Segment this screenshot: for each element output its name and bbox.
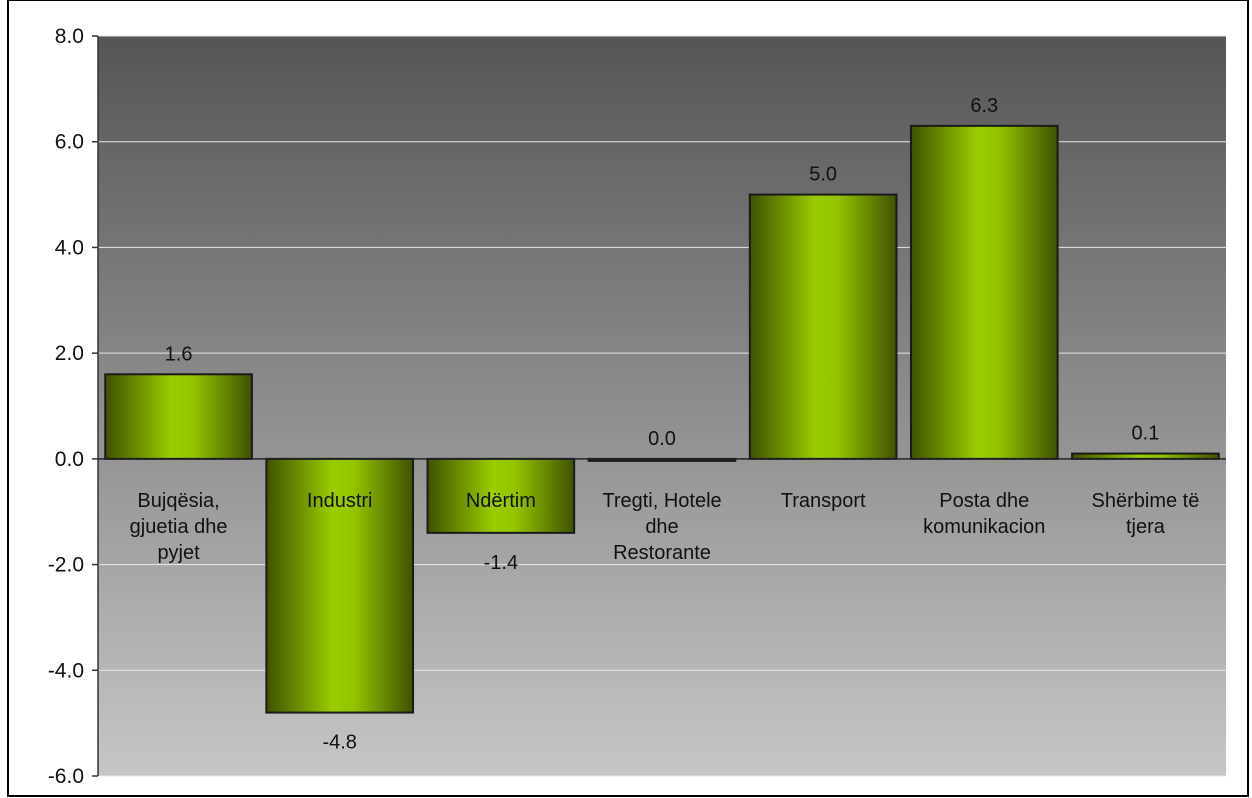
data-label: -4.8 (322, 732, 356, 754)
y-tick-label: 6.0 (55, 131, 84, 154)
data-label: 5.0 (809, 164, 837, 186)
category-label-line: Shërbime të (1092, 490, 1200, 512)
category-label-line: dhe (645, 516, 678, 538)
data-labels: 1.6 -4.8 -1.4 0.0 5.0 6.3 0.1 (165, 95, 1160, 754)
data-label: 1.6 (165, 343, 193, 365)
category-label: Transport (781, 490, 866, 512)
page-border (7, 0, 1249, 797)
y-tick-label: 8.0 (55, 25, 84, 48)
category-label-line: gjuetia dhe (130, 516, 228, 538)
category-label: Bujqësia, gjuetia dhe pyjet (130, 490, 228, 564)
bar (1071, 452, 1220, 460)
y-tick-label: 4.0 (55, 236, 84, 259)
category-label-line: Bujqësia, (137, 490, 219, 512)
category-label: Shërbime të tjera (1092, 490, 1200, 538)
category-label-line: Ndërtim (466, 490, 536, 512)
bar (104, 373, 253, 460)
bar (909, 124, 1059, 460)
y-tick-label: 2.0 (55, 342, 84, 365)
y-tick-label: 0.0 (55, 448, 84, 471)
category-label-line: tjera (1126, 516, 1166, 538)
category-label: Tregti, Hotele dhe Restorante (602, 490, 721, 564)
data-label: 0.0 (648, 428, 676, 450)
category-label-line: Posta dhe (939, 490, 1029, 512)
data-label: -1.4 (484, 552, 518, 574)
data-label: 0.1 (1132, 423, 1160, 445)
category-label: Industri (307, 490, 373, 512)
bars (98, 124, 1226, 714)
category-labels: Bujqësia, gjuetia dhe pyjet Industri Ndërtim… (130, 490, 1200, 564)
bar (265, 457, 415, 714)
bar (748, 193, 898, 460)
category-label-line: Restorante (613, 542, 711, 564)
y-tick-label: -2.0 (48, 554, 84, 577)
category-label-line: Industri (307, 490, 373, 512)
category-label-line: komunikacion (923, 516, 1045, 538)
category-label: Posta dhe komunikacion (923, 490, 1045, 538)
category-label-line: Tregti, Hotele (602, 490, 721, 512)
category-label-line: Transport (781, 490, 866, 512)
data-label: 6.3 (970, 95, 998, 117)
y-tick-label: -6.0 (48, 765, 84, 788)
y-tick-label: -4.0 (48, 659, 84, 682)
category-label-line: pyjet (157, 542, 200, 564)
y-axis-ticks: 8.0 6.0 4.0 2.0 0.0 -2.0 -4.0 -6.0 (48, 25, 98, 788)
category-label: Ndërtim (466, 490, 536, 512)
